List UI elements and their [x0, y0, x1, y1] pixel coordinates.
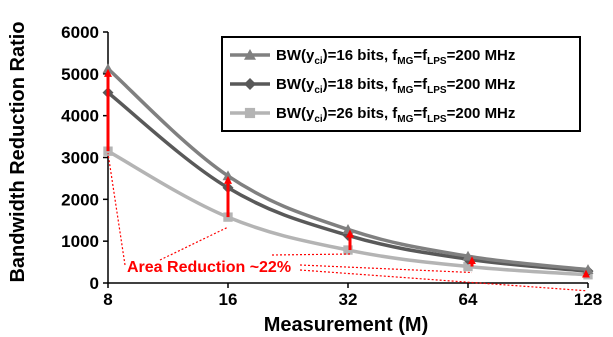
y-tick-label-1000: 1000	[61, 232, 99, 251]
leader-line-8	[107, 153, 126, 266]
x-tick-label-16: 16	[219, 290, 238, 309]
legend-label: BW(yci)=16 bits, fMG=fLPS=200 MHz	[276, 47, 515, 67]
area-reduction-label: Area Reduction ~22%	[127, 259, 291, 276]
y-tick-label-6000: 6000	[61, 23, 99, 42]
y-tick-label-4000: 4000	[61, 107, 99, 126]
leader-line-16	[159, 226, 229, 261]
legend-marker-square-icon	[244, 107, 256, 119]
legend-box	[221, 36, 581, 132]
y-tick-label-0: 0	[90, 274, 99, 293]
leader-line-32	[271, 253, 351, 256]
x-tick-label-32: 32	[339, 290, 358, 309]
y-axis-title: Bandwidth Reduction Ratio	[7, 21, 29, 282]
annotation-leader-lines	[107, 153, 587, 292]
y-tick-label-5000: 5000	[61, 65, 99, 84]
y-tick-label-3000: 3000	[61, 149, 99, 168]
leader-line-64	[299, 264, 473, 274]
x-axis-title: Measurement (M)	[264, 314, 428, 336]
x-tick-label-64: 64	[459, 290, 478, 309]
data-point-square-64	[463, 261, 473, 272]
legend-marker-diamond-icon	[244, 78, 256, 90]
area-reduction-arrows	[104, 68, 590, 278]
legend: BW(yci)=16 bits, fMG=fLPS=200 MHz BW(yci)…	[221, 36, 581, 132]
data-point-square-32	[343, 245, 353, 255]
legend-entry-2: BW(yci)=26 bits, fMG=fLPS=200 MHz	[230, 105, 515, 125]
legend-label: BW(yci)=18 bits, fMG=fLPS=200 MHz	[276, 76, 515, 96]
x-tick-label-8: 8	[103, 290, 112, 309]
axes: 0 1000 2000 3000 4000 5000 6000 8 16 32 64 128	[61, 23, 602, 309]
legend-label: BW(yci)=26 bits, fMG=fLPS=200 MHz	[276, 105, 515, 125]
x-tick-label-128: 128	[574, 290, 602, 309]
y-tick-label-2000: 2000	[61, 190, 99, 209]
legend-marker-triangle-icon	[244, 49, 256, 60]
data-point-triangle-8	[102, 63, 114, 74]
legend-entry-1: BW(yci)=18 bits, fMG=fLPS=200 MHz	[230, 76, 515, 96]
legend-entry-0: BW(yci)=16 bits, fMG=fLPS=200 MHz	[230, 47, 515, 67]
series-line	[107, 149, 589, 277]
